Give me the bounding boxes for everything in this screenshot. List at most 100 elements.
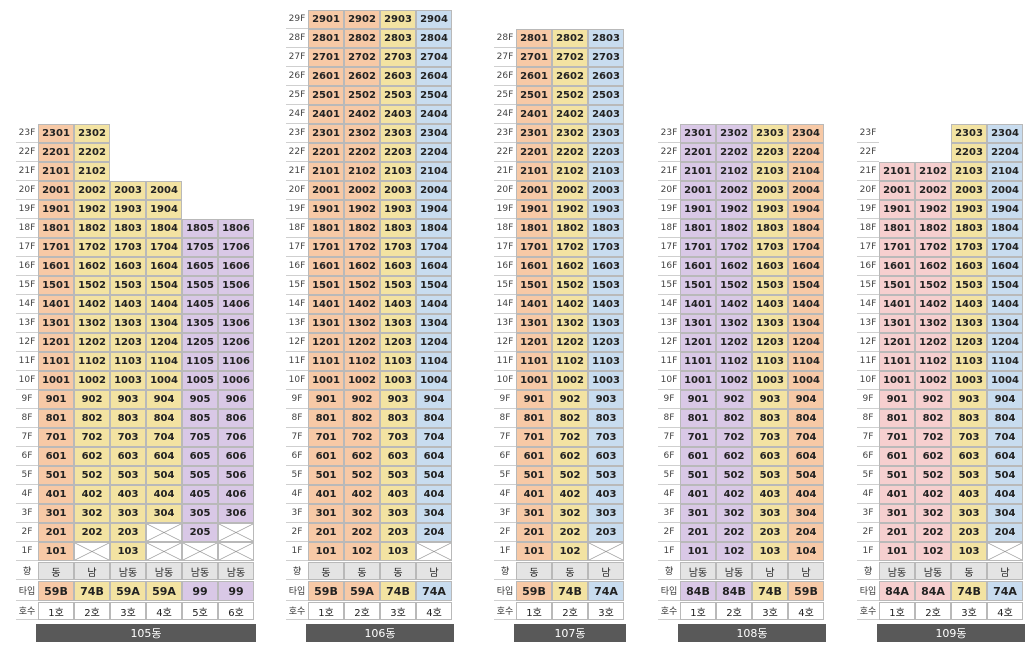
- unit-cell: 302: [344, 504, 380, 523]
- floor-label: 11F: [658, 352, 680, 371]
- floor-label: 21F: [286, 162, 308, 181]
- unit-cell: 1203: [110, 333, 146, 352]
- direction-cell: 남: [588, 562, 624, 580]
- unit-number-cell: 4호: [146, 602, 182, 620]
- unit-cell: 2202: [344, 143, 380, 162]
- unit-cell: 2002: [74, 181, 110, 200]
- unit-cell: 1604: [416, 257, 452, 276]
- unit-cell: 703: [380, 428, 416, 447]
- floor-label: 21F: [658, 162, 680, 181]
- type-cell: 59A: [146, 581, 182, 601]
- unit-cell: 302: [552, 504, 588, 523]
- unit-cell: 402: [716, 485, 752, 504]
- floor-label: 23F: [16, 124, 38, 143]
- unit-cell: 501: [516, 466, 552, 485]
- unit-cell: 1003: [380, 371, 416, 390]
- floor-label: 13F: [494, 314, 516, 333]
- unit-cell: 601: [680, 447, 716, 466]
- unit-cell: 1404: [987, 295, 1023, 314]
- unit-cell: 102: [552, 542, 588, 561]
- building-name-bar: 107동: [514, 624, 626, 642]
- unit-cell: 1803: [110, 219, 146, 238]
- unit-cell: 1903: [588, 200, 624, 219]
- unit-cell: 2201: [680, 143, 716, 162]
- unit-cell: 1204: [416, 333, 452, 352]
- unit-cell: 2403: [588, 105, 624, 124]
- unit-cell: 1805: [182, 219, 218, 238]
- unit-cell: 1602: [74, 257, 110, 276]
- unit-cell: 205: [182, 523, 218, 542]
- unit-cell: 1103: [110, 352, 146, 371]
- unit-cell: 803: [951, 409, 987, 428]
- row-label-direction: 향: [857, 562, 879, 580]
- unit-cell: 602: [716, 447, 752, 466]
- unit-cell: 1201: [879, 333, 915, 352]
- row-label-direction: 향: [286, 562, 308, 580]
- floor-label: 2F: [857, 523, 879, 542]
- unit-cell: 1403: [752, 295, 788, 314]
- unit-number-cell: 6호: [218, 602, 254, 620]
- floor-label: 4F: [286, 485, 308, 504]
- unit-cell: 1301: [680, 314, 716, 333]
- unit-number-cell: 5호: [182, 602, 218, 620]
- unit-cell: 303: [588, 504, 624, 523]
- unit-cell: 801: [38, 409, 74, 428]
- unit-cell: 1704: [987, 238, 1023, 257]
- unit-cell: 1703: [380, 238, 416, 257]
- unit-cell: 902: [716, 390, 752, 409]
- unit-cell: 2103: [752, 162, 788, 181]
- unit-cell: 2804: [416, 29, 452, 48]
- row-label-unit: 호수: [286, 602, 308, 620]
- unit-cell: 1502: [344, 276, 380, 295]
- unit-number-cell: 1호: [308, 602, 344, 620]
- unit-cell: 702: [552, 428, 588, 447]
- unit-cell: 1103: [380, 352, 416, 371]
- floor-label: 10F: [857, 371, 879, 390]
- unit-cell: 1101: [516, 352, 552, 371]
- floor-label: 19F: [286, 200, 308, 219]
- row-label-direction: 향: [658, 562, 680, 580]
- floor-label: 13F: [857, 314, 879, 333]
- unit-cell: 203: [951, 523, 987, 542]
- unit-cell: 302: [74, 504, 110, 523]
- floor-label: 3F: [286, 504, 308, 523]
- unit-cell: 1401: [308, 295, 344, 314]
- unit-cell: 702: [915, 428, 951, 447]
- direction-cell: 동: [308, 562, 344, 580]
- unit-cell: 604: [788, 447, 824, 466]
- unit-cell: 1102: [716, 352, 752, 371]
- unit-cell: 1101: [879, 352, 915, 371]
- unit-cell: 1102: [344, 352, 380, 371]
- unit-cell: 1604: [788, 257, 824, 276]
- unit-cell: 2303: [380, 124, 416, 143]
- unit-cell: 2302: [716, 124, 752, 143]
- floor-label: 23F: [494, 124, 516, 143]
- unit-cell: 2002: [915, 181, 951, 200]
- unit-cell: 2102: [552, 162, 588, 181]
- unit-cell: 603: [752, 447, 788, 466]
- unit-cell: 502: [915, 466, 951, 485]
- floor-label: 9F: [286, 390, 308, 409]
- unit-cell: 1503: [380, 276, 416, 295]
- unit-cell: 301: [516, 504, 552, 523]
- direction-cell: 남: [987, 562, 1023, 580]
- unit-cell: 1705: [182, 238, 218, 257]
- unit-cell: 803: [380, 409, 416, 428]
- floor-label: 18F: [857, 219, 879, 238]
- unit-cell: 903: [380, 390, 416, 409]
- type-cell: 84B: [680, 581, 716, 601]
- unit-cell: 401: [38, 485, 74, 504]
- floor-label: 10F: [494, 371, 516, 390]
- unit-number-cell: 3호: [588, 602, 624, 620]
- unit-number-cell: 4호: [788, 602, 824, 620]
- unit-cell: 1104: [146, 352, 182, 371]
- floor-label: 2F: [494, 523, 516, 542]
- unit-cell: 2203: [951, 143, 987, 162]
- unit-cell: 1603: [380, 257, 416, 276]
- unit-cell: 701: [680, 428, 716, 447]
- type-cell: 74B: [74, 581, 110, 601]
- floor-label: 13F: [286, 314, 308, 333]
- unit-cell: 102: [915, 542, 951, 561]
- unit-cell: 1305: [182, 314, 218, 333]
- unit-cell: 1202: [915, 333, 951, 352]
